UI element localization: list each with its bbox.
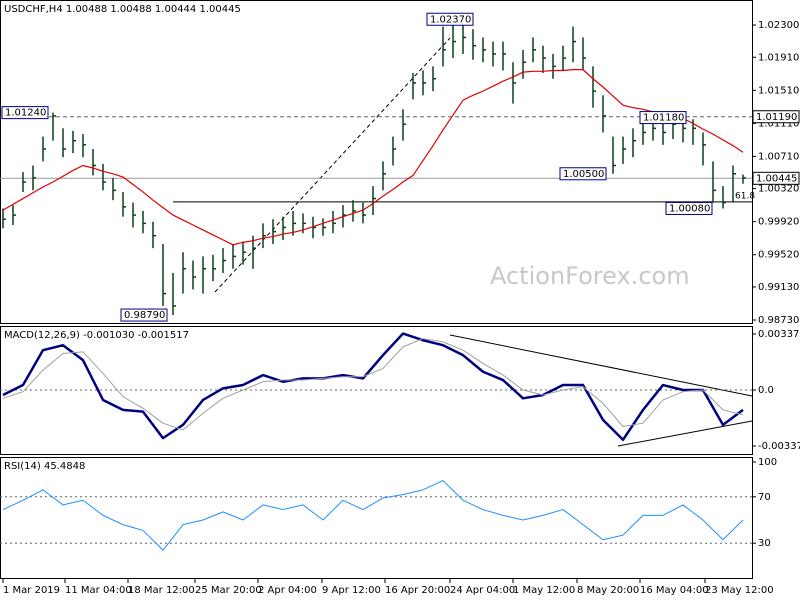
- x-tick-label: 24 Apr 04:00: [450, 585, 515, 596]
- y-tick-label: 1.01510: [758, 85, 799, 96]
- price-annotation: 1.00500: [563, 169, 604, 180]
- panel-title: RSI(14) 45.4848: [4, 461, 85, 472]
- y-tick-label: 100: [758, 457, 777, 468]
- panel-border: [0, 457, 753, 579]
- price-annotation-box: [1, 106, 49, 120]
- price-tag-label: 1.01190: [756, 112, 797, 123]
- x-tick-label: 11 Mar 04:00: [65, 585, 132, 596]
- price-annotation-box: [120, 308, 168, 322]
- y-tick-label: 1.01910: [758, 52, 799, 63]
- x-tick-label: 25 Mar 20:00: [195, 585, 262, 596]
- price-annotation-box: [426, 12, 474, 26]
- y-tick-label: 1.00320: [758, 184, 799, 195]
- price-annotation: 1.01240: [5, 108, 46, 119]
- panel-border: [0, 0, 753, 324]
- y-tick-label: 0.99520: [758, 250, 799, 261]
- y-tick-label: 0.003377: [758, 329, 800, 340]
- price-tag: [752, 171, 800, 185]
- y-tick-label: -0.003373: [758, 441, 800, 452]
- indicator-line: [2, 338, 744, 431]
- watermark: ActionForex.com: [490, 262, 690, 290]
- price-annotation-box: [559, 167, 607, 181]
- x-tick-label: 9 Apr 12:00: [322, 585, 381, 596]
- y-tick-label: 0.99130: [758, 282, 799, 293]
- y-tick-label: 0.98730: [758, 315, 799, 326]
- indicator-line: [2, 480, 744, 551]
- trend-line: [214, 37, 451, 293]
- indicator-line: [2, 332, 744, 442]
- macd-trend-line: [617, 420, 753, 447]
- price-annotation: 1.01180: [643, 113, 684, 124]
- fib-label: 61.8: [735, 191, 755, 201]
- macd-trend-line: [449, 334, 753, 397]
- y-tick-label: 70: [758, 492, 771, 503]
- moving-average: [2, 69, 744, 246]
- price-tag-label: 1.00445: [756, 173, 797, 184]
- y-tick-label: 0.0: [758, 385, 774, 396]
- y-tick-label: 1.01110: [758, 118, 799, 129]
- panel-title: USDCHF,H4 1.00488 1.00488 1.00444 1.0044…: [4, 4, 241, 15]
- price-annotation: 1.02370: [430, 14, 471, 25]
- x-tick-label: 23 May 12:00: [705, 585, 774, 596]
- x-tick-label: 18 Mar 12:00: [128, 585, 195, 596]
- price-annotation: 0.98790: [124, 310, 165, 321]
- x-tick-label: 16 Apr 20:00: [385, 585, 450, 596]
- x-tick-label: 8 May 20:00: [577, 585, 639, 596]
- price-annotation-box: [639, 111, 687, 125]
- y-tick-label: 30: [758, 538, 771, 549]
- price-annotation-box: [665, 201, 713, 215]
- x-tick-label: 1 Mar 2019: [3, 585, 60, 596]
- x-tick-label: 1 May 12:00: [513, 585, 575, 596]
- y-tick-label: 1.00710: [758, 151, 799, 162]
- panel-title: MACD(12,26,9) -0.001030 -0.001517: [4, 330, 189, 341]
- y-tick-label: 1.02300: [758, 20, 799, 31]
- price-annotation: 1.00080: [669, 203, 710, 214]
- x-tick-label: 16 May 04:00: [640, 585, 709, 596]
- price-tag: [752, 110, 800, 124]
- x-tick-label: 2 Apr 04:00: [258, 585, 317, 596]
- y-tick-label: 0.99920: [758, 217, 799, 228]
